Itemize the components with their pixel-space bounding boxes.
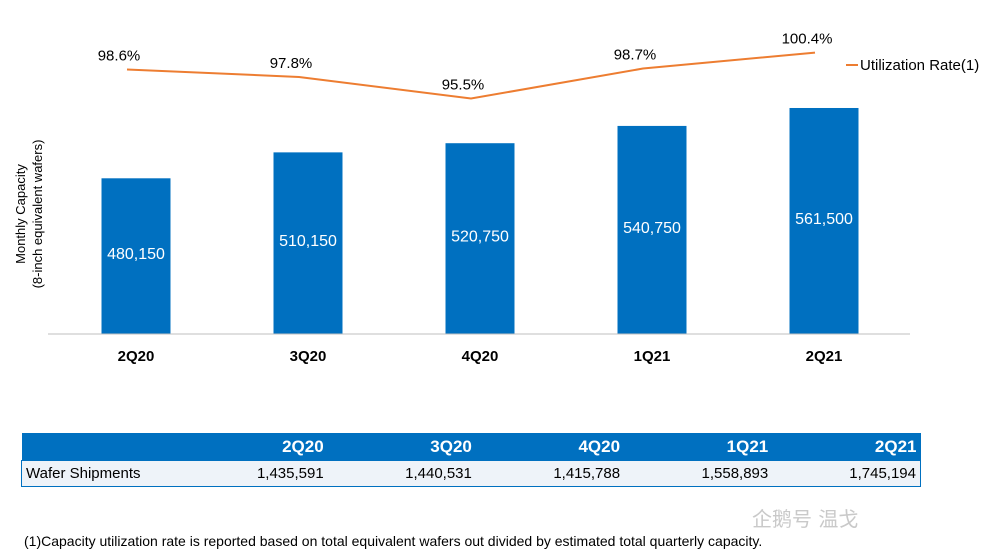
- utilization-data-label: 97.8%: [270, 55, 313, 72]
- row-label: Wafer Shipments: [21, 460, 180, 487]
- y-axis-sublabel: (8-inch equivalent wafers): [30, 140, 45, 289]
- utilization-line-layer: 98.6% 97.8% 95.5% 98.7% 100.4%: [98, 31, 833, 100]
- utilization-data-label: 98.6%: [98, 47, 141, 64]
- utilization-data-label: 98.7%: [614, 47, 657, 64]
- table-cell: 1,440,531: [327, 460, 476, 487]
- capacity-bar: [445, 143, 515, 334]
- bar-value-label: 561,500: [795, 211, 853, 228]
- utilization-line: [126, 51, 816, 100]
- utilization-data-label: 95.5%: [442, 77, 485, 94]
- table-header-cell: 1Q21: [624, 433, 773, 461]
- table-header-cell: 3Q20: [327, 433, 476, 461]
- capacity-bar: [101, 178, 171, 334]
- wafer-shipments-table: 2Q20 3Q20 4Q20 1Q21 2Q21 Wafer Shipments…: [21, 433, 922, 487]
- utilization-data-label: 100.4%: [782, 31, 833, 48]
- bar-value-label: 540,750: [623, 220, 681, 237]
- table-header-cell: [21, 433, 180, 461]
- legend: Utilization Rate(1): [846, 57, 979, 74]
- table-header-row: 2Q20 3Q20 4Q20 1Q21 2Q21: [21, 433, 921, 461]
- table-row: Wafer Shipments 1,435,591 1,440,531 1,41…: [21, 460, 922, 487]
- category-tick-label: 2Q20: [118, 348, 155, 365]
- legend-label: Utilization Rate(1): [860, 57, 979, 74]
- bars-layer: 480,150 2Q20 510,150 3Q20 520,750 4Q20 540,750…: [101, 107, 859, 365]
- capacity-bar: [617, 125, 687, 334]
- category-tick-label: 1Q21: [634, 348, 671, 365]
- category-tick-label: 2Q21: [806, 348, 843, 365]
- bar-value-label: 480,150: [107, 246, 165, 263]
- table-cell: 1,435,591: [179, 460, 328, 487]
- footnote: (1)Capacity utilization rate is reported…: [24, 533, 763, 549]
- category-tick-label: 3Q20: [290, 348, 327, 365]
- category-tick-label: 4Q20: [462, 348, 499, 365]
- capacity-bar: [273, 152, 343, 334]
- table-cell: 1,558,893: [624, 460, 773, 487]
- y-axis-title: Monthly Capacity (8-inch equivalent wafe…: [13, 140, 45, 289]
- bar-value-label: 520,750: [451, 229, 509, 246]
- table-cell: 1,415,788: [475, 460, 625, 487]
- table-header-cell: 2Q21: [772, 433, 921, 461]
- table-header-cell: 2Q20: [179, 433, 328, 461]
- watermark: 企鹅号 温戈: [752, 507, 859, 531]
- y-axis-label: Monthly Capacity: [13, 164, 28, 264]
- bar-value-label: 510,150: [279, 233, 337, 250]
- table-header-cell: 4Q20: [475, 433, 625, 461]
- capacity-chart: 480,150 2Q20 510,150 3Q20 520,750 4Q20 540,750…: [13, 31, 979, 365]
- table-cell: 1,745,194: [772, 460, 922, 487]
- capacity-bar: [789, 107, 859, 334]
